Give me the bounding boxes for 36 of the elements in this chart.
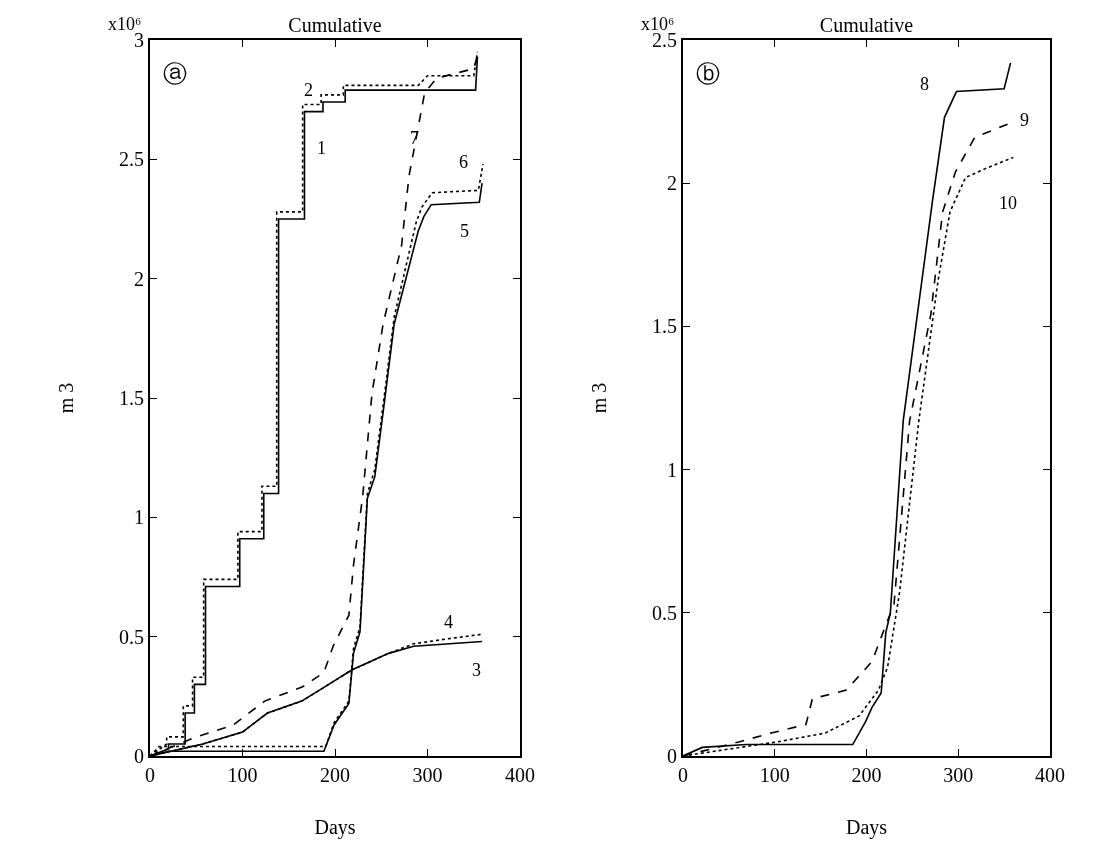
y-axis-title: m 3 xyxy=(588,382,610,414)
x-axis-title: Days xyxy=(845,816,888,839)
chart-title: Cumulative xyxy=(819,14,914,36)
y-axis-title: m 3 xyxy=(55,382,77,414)
y-tick-label: 0.5 xyxy=(652,601,677,624)
series-label: 10 xyxy=(999,193,1017,213)
y-tick-label: 2.5 xyxy=(119,148,144,171)
annotation: ⓑ xyxy=(696,60,720,88)
x-tick-label: 200 xyxy=(320,764,350,786)
series-label: 4 xyxy=(444,612,453,632)
y-tick-label: 0 xyxy=(667,745,677,767)
y-tick-label: 1 xyxy=(667,458,677,481)
x-axis-title: Days xyxy=(314,816,356,839)
x-tick-label: 400 xyxy=(1035,764,1065,786)
y-tick-label: 2 xyxy=(134,267,144,290)
y-tick-label: 1.5 xyxy=(119,387,144,409)
x-tick-label: 100 xyxy=(227,764,258,786)
x-tick-label: 100 xyxy=(759,764,790,786)
x-tick-label: 300 xyxy=(943,764,974,786)
x-tick-label: 300 xyxy=(412,764,443,786)
y-tick-label: 1 xyxy=(134,506,144,529)
y-tick-label: 2 xyxy=(667,172,677,195)
series-label: 9 xyxy=(1020,110,1029,130)
annotation: ⓐ xyxy=(163,60,187,88)
series-label: 8 xyxy=(920,74,929,94)
x-tick-label: 400 xyxy=(505,764,535,786)
x-tick-label: 200 xyxy=(851,764,882,786)
chart-title: Cumulative xyxy=(288,14,382,36)
series-label: 2 xyxy=(304,80,313,100)
y-tick-label: 0 xyxy=(134,745,144,767)
series-label: 1 xyxy=(317,138,326,158)
series-label: 3 xyxy=(472,660,481,680)
series-label: 5 xyxy=(460,221,469,241)
y-tick-label: 1.5 xyxy=(652,315,677,338)
series-label: 6 xyxy=(459,152,468,172)
y-tick-label: 0.5 xyxy=(119,625,144,648)
